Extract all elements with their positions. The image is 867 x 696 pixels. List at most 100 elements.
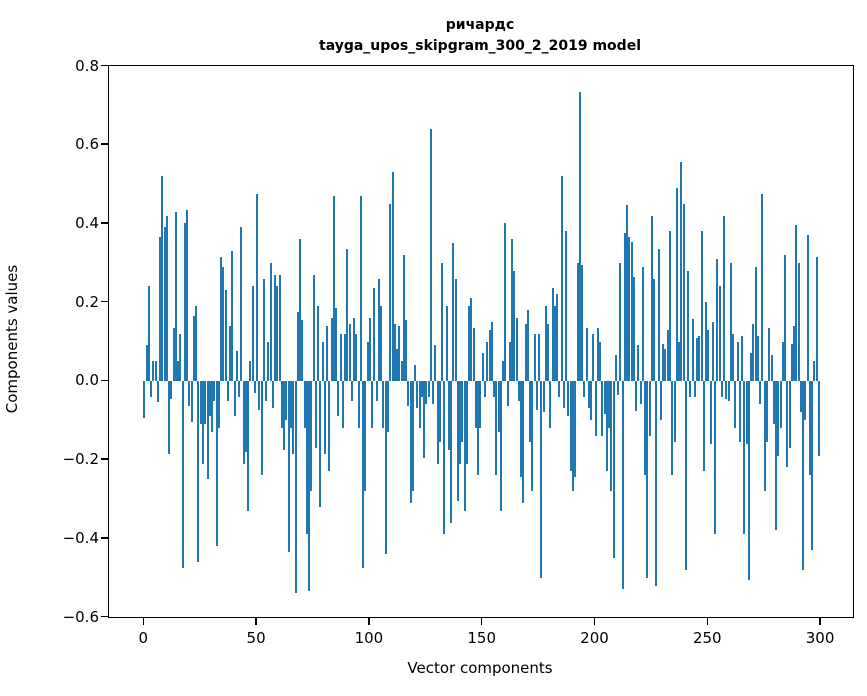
bar (204, 380, 207, 425)
bar (517, 380, 520, 401)
bar (594, 380, 597, 436)
bar (524, 323, 527, 381)
x-tick-mark (368, 618, 370, 626)
bar (463, 380, 466, 511)
x-tick-mark (142, 618, 145, 626)
bar (438, 380, 441, 442)
bar (330, 317, 333, 381)
bar (729, 262, 732, 381)
bar (371, 380, 374, 429)
bar (770, 355, 773, 381)
bar (427, 380, 430, 397)
bar (691, 318, 694, 381)
bar (551, 288, 554, 381)
bar (231, 251, 234, 381)
bar (389, 203, 392, 381)
bar (795, 225, 798, 381)
bar (707, 329, 710, 381)
bar (495, 380, 498, 476)
x-tick-label: 50 (246, 628, 266, 647)
bar (181, 380, 184, 568)
bar (238, 380, 241, 397)
bar (303, 380, 306, 429)
bar (479, 380, 482, 429)
bar (511, 239, 513, 381)
bar (793, 325, 795, 381)
bar (156, 380, 159, 403)
bar (705, 302, 707, 381)
plot-area (108, 65, 854, 618)
bar (779, 380, 782, 429)
bar (468, 306, 471, 381)
bar (362, 380, 365, 568)
bar (321, 341, 324, 381)
bar (614, 355, 617, 381)
bar (183, 223, 186, 381)
x-tick-label: 250 (692, 628, 722, 647)
bar (240, 227, 243, 381)
bar (400, 361, 403, 381)
bar (373, 288, 376, 381)
bar (285, 380, 288, 421)
bar (635, 380, 638, 411)
bar (723, 215, 726, 381)
bar (450, 380, 453, 523)
bar (326, 325, 328, 381)
bar (165, 215, 168, 381)
bar (260, 380, 263, 476)
bar (490, 321, 493, 381)
bar (775, 380, 777, 531)
bar (405, 319, 407, 381)
bar (772, 380, 775, 425)
bar (763, 380, 766, 492)
bar (666, 329, 669, 381)
bar (673, 380, 676, 443)
bar (461, 380, 464, 442)
bar (283, 380, 286, 450)
bar (154, 361, 157, 381)
bar (714, 380, 717, 535)
bar (756, 335, 759, 381)
bar (497, 380, 500, 433)
bar (396, 349, 398, 381)
bar (441, 262, 444, 381)
bar (242, 380, 245, 464)
bar (287, 380, 290, 553)
bar (391, 172, 394, 381)
bar (815, 256, 818, 381)
bar (619, 262, 622, 381)
bar (265, 380, 268, 401)
bar (152, 361, 155, 381)
bar (177, 361, 180, 381)
bar (398, 325, 401, 381)
bar (520, 380, 523, 478)
chart-title: ричардс tayga_upos_skipgram_300_2_2019 m… (108, 15, 852, 57)
bar (513, 270, 516, 381)
bar (644, 380, 647, 476)
bar (190, 380, 193, 423)
bar (608, 380, 610, 429)
bar (571, 380, 574, 492)
bar (409, 380, 412, 503)
bar (452, 243, 455, 381)
bar (186, 209, 189, 381)
bars-layer (109, 66, 853, 617)
bar (407, 380, 410, 407)
bar (206, 380, 209, 480)
bar (459, 380, 462, 464)
bar (179, 333, 182, 381)
bar (675, 188, 678, 381)
bar (696, 337, 698, 381)
bar (305, 380, 308, 535)
bar (788, 380, 791, 448)
bar (323, 380, 326, 454)
bar (745, 380, 748, 444)
bar (348, 323, 351, 381)
bar (626, 204, 629, 381)
bar (474, 380, 477, 429)
bar (161, 176, 164, 381)
bar (761, 193, 764, 381)
bar (472, 327, 475, 381)
bar (443, 380, 446, 535)
bar (357, 380, 360, 429)
